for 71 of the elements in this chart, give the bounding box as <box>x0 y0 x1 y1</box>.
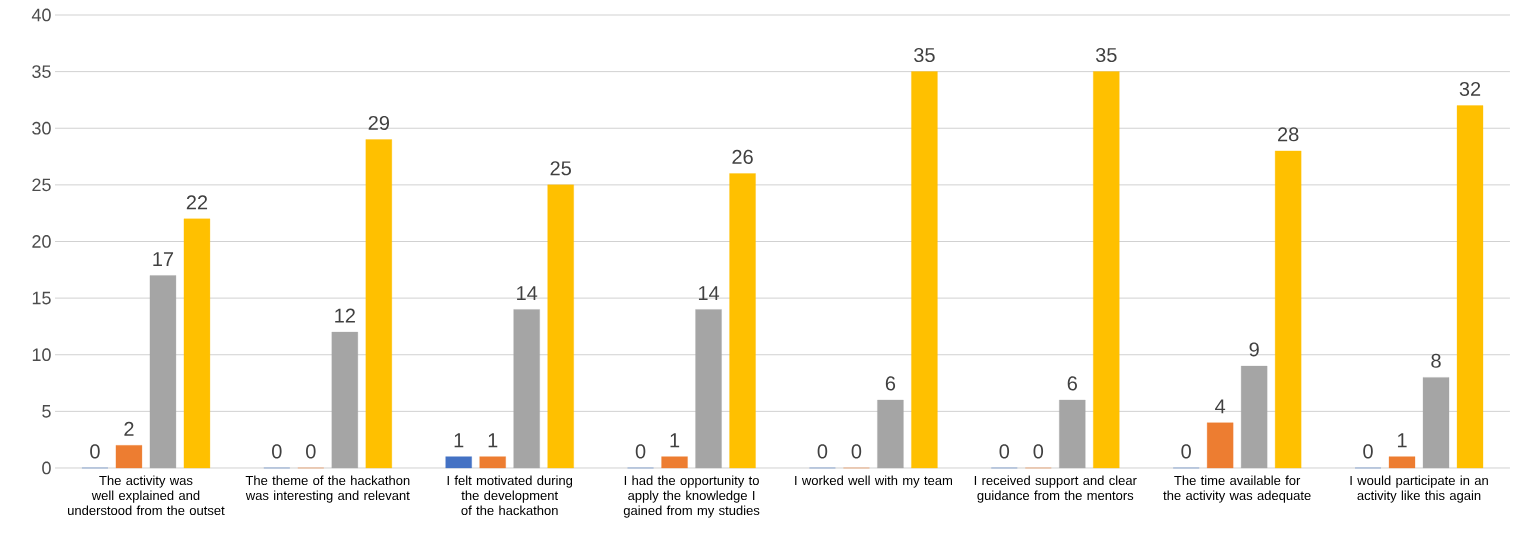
bar <box>1241 365 1268 469</box>
y-tick-label: 35 <box>32 65 51 78</box>
y-tick-label: 40 <box>31 8 51 22</box>
data-label: 0 <box>635 444 646 459</box>
data-label: 25 <box>550 161 571 176</box>
bar <box>1422 377 1450 469</box>
data-label: 26 <box>732 149 753 164</box>
data-label: 14 <box>517 286 538 300</box>
bar <box>877 399 904 469</box>
x-tick-label: The activity was well explained and understood from the outset <box>68 475 225 516</box>
bar <box>331 331 358 469</box>
data-label: 1 <box>454 433 464 448</box>
bar <box>1093 71 1120 469</box>
data-label: 4 <box>1215 399 1226 414</box>
y-tick-label: 20 <box>32 235 51 248</box>
bar <box>1275 150 1302 469</box>
data-label: 35 <box>1095 47 1117 63</box>
x-tick-label: I had the opportunity to apply the knowledge I gained from my studies <box>623 475 760 518</box>
bar <box>1059 399 1086 469</box>
data-label: 22 <box>186 195 208 210</box>
bar <box>911 71 938 469</box>
y-tick-label: 15 <box>32 291 51 305</box>
bar <box>115 445 143 469</box>
data-label: 1 <box>488 433 498 448</box>
data-label: 0 <box>1363 444 1373 459</box>
y-tick-label: 0 <box>42 461 51 475</box>
bar <box>149 275 177 469</box>
bar <box>661 456 688 469</box>
data-label: 1 <box>1397 433 1407 448</box>
bar <box>183 218 211 469</box>
bar <box>365 139 392 469</box>
data-label: 1 <box>670 433 680 448</box>
y-tick-label: 5 <box>42 405 51 418</box>
data-label: 0 <box>90 444 100 459</box>
y-tick-label: 10 <box>32 348 51 362</box>
bar <box>445 456 472 469</box>
x-tick-label: I would participate in an activity like this again <box>1350 475 1488 503</box>
bar <box>1207 422 1234 469</box>
data-label: 6 <box>885 376 896 391</box>
x-tick-label: The time available for the activity was adequate <box>1163 475 1311 503</box>
bar <box>1456 105 1484 469</box>
data-label: 0 <box>1033 444 1044 459</box>
data-label: 8 <box>1431 353 1441 368</box>
bar <box>1388 456 1416 469</box>
data-label: 29 <box>368 115 389 131</box>
y-tick-label: 25 <box>32 178 51 192</box>
data-label: 0 <box>851 444 862 459</box>
data-label: 32 <box>1459 81 1481 97</box>
data-label: 0 <box>817 444 828 459</box>
x-tick-label: I received support and clear guidance from the mentors <box>974 475 1137 503</box>
x-tick-label: I felt motivated during the development of the hackathon <box>447 475 573 516</box>
bar <box>479 456 506 469</box>
data-label: 17 <box>153 252 174 266</box>
bar <box>695 309 722 469</box>
data-label: 28 <box>1278 127 1299 142</box>
data-label: 12 <box>335 308 355 323</box>
y-tick-label: 30 <box>32 121 51 135</box>
data-label: 0 <box>1181 444 1191 459</box>
data-label: 0 <box>306 444 316 459</box>
data-label: 0 <box>272 444 282 459</box>
bar <box>729 173 756 469</box>
bar <box>513 309 540 469</box>
data-label: 2 <box>124 421 134 436</box>
data-label: 6 <box>1067 376 1077 391</box>
bar <box>547 184 574 469</box>
x-tick-label: I worked well with my team <box>795 475 952 488</box>
data-label: 35 <box>914 47 935 63</box>
data-label: 0 <box>999 444 1010 459</box>
x-tick-label: The theme of the hackathon was interesting and relevant <box>245 475 410 503</box>
data-label: 14 <box>698 286 720 300</box>
data-label: 9 <box>1249 342 1259 357</box>
